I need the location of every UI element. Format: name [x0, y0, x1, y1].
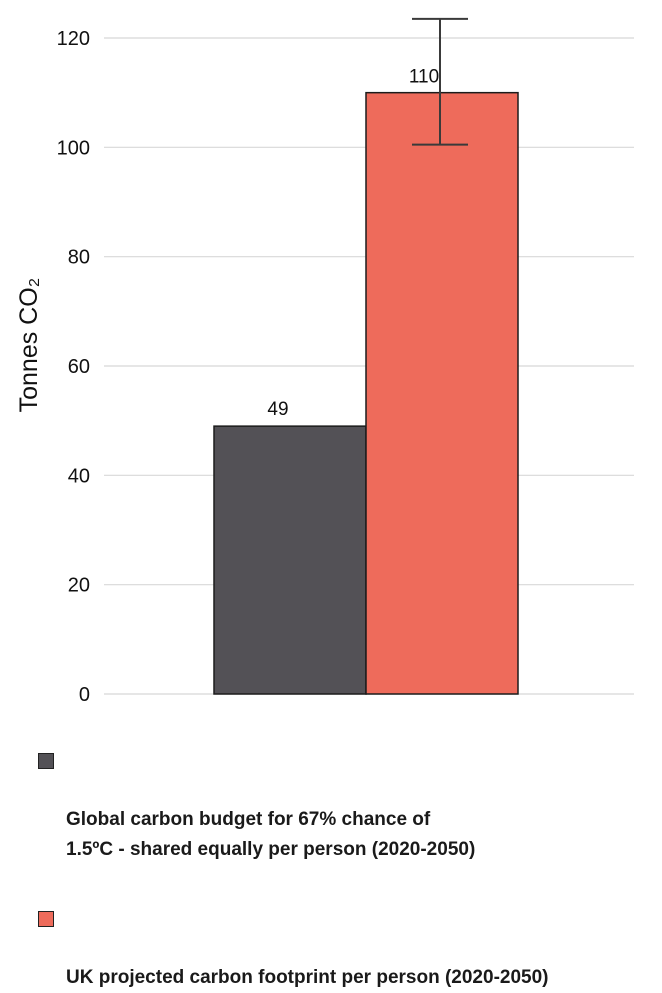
- y-tick-label-100: 100: [57, 137, 90, 159]
- y-tick-label-60: 60: [68, 356, 90, 378]
- bar-0: [213, 425, 367, 695]
- y-tick-label-20: 20: [68, 575, 90, 597]
- bar-chart: 0 20 40 60 80 100 120 49 110 Tonnes CO₂: [15, 17, 634, 706]
- data-label-1: 110: [409, 67, 439, 88]
- legend-swatch-global-budget: [38, 753, 54, 769]
- legend-label-uk-footprint: UK projected carbon footprint per person…: [66, 967, 549, 988]
- y-tick-label-120: 120: [57, 28, 90, 50]
- bars: [213, 91, 519, 695]
- bar-1: [365, 91, 519, 695]
- y-tick-label-80: 80: [68, 247, 90, 269]
- error-bars: [412, 17, 468, 146]
- legend-label-global-budget: Global carbon budget for 67% chance of 1…: [66, 809, 476, 860]
- y-tick-label-0: 0: [79, 684, 90, 706]
- legend-swatch-uk-footprint: [38, 911, 54, 927]
- y-axis-title: Tonnes CO₂: [15, 278, 43, 413]
- data-labels: 49 110: [267, 67, 439, 420]
- legend: Global carbon budget for 67% chance of 1…: [38, 745, 648, 993]
- legend-item-global-budget: Global carbon budget for 67% chance of 1…: [38, 745, 648, 865]
- data-label-0: 49: [267, 399, 288, 420]
- y-tick-label-40: 40: [68, 465, 90, 487]
- legend-item-uk-footprint: UK projected carbon footprint per person…: [38, 903, 648, 993]
- y-axis-ticks: 0 20 40 60 80 100 120: [57, 28, 90, 706]
